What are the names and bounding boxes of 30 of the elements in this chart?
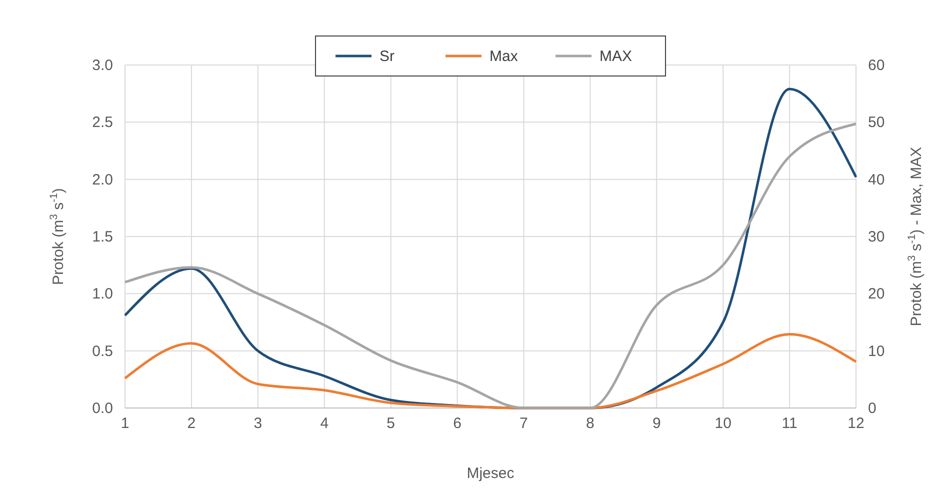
y-tick-label: 3.0 xyxy=(92,57,113,74)
legend-label: Sr xyxy=(380,48,395,65)
x-tick-label: 11 xyxy=(782,415,798,432)
y-tick-label: 0.0 xyxy=(92,400,113,417)
y-tick-label: 1.0 xyxy=(92,286,113,303)
y2-tick-label: 0 xyxy=(868,400,876,417)
y-tick-label: 0.5 xyxy=(92,342,113,360)
y-tick-label: 2.5 xyxy=(92,114,113,132)
legend-label: Max xyxy=(490,48,518,65)
y-tick-label: 1.5 xyxy=(92,228,113,246)
x-tick-label: 5 xyxy=(386,415,395,432)
x-tick-label: 12 xyxy=(848,415,864,432)
y2-tick-label: 30 xyxy=(868,228,885,246)
x-tick-label: 7 xyxy=(520,415,528,432)
x-tick-label: 1 xyxy=(120,415,130,432)
y-tick-label: 2.0 xyxy=(92,171,113,188)
y2-tick-label: 60 xyxy=(868,57,885,74)
x-tick-label: 4 xyxy=(320,415,329,432)
x-axis-title: Mjesec xyxy=(466,465,515,482)
x-tick-label: 10 xyxy=(714,415,732,432)
x-tick-label: 9 xyxy=(652,415,661,432)
x-tick-label: 3 xyxy=(254,415,262,432)
y2-tick-label: 10 xyxy=(868,342,885,360)
y2-tick-label: 40 xyxy=(868,171,885,188)
x-tick-label: 2 xyxy=(187,415,196,432)
y2-tick-label: 50 xyxy=(868,114,885,132)
legend-label: MAX xyxy=(600,48,632,65)
x-tick-label: 6 xyxy=(453,415,462,432)
y2-tick-label: 20 xyxy=(868,286,885,303)
x-tick-label: 8 xyxy=(586,415,594,432)
